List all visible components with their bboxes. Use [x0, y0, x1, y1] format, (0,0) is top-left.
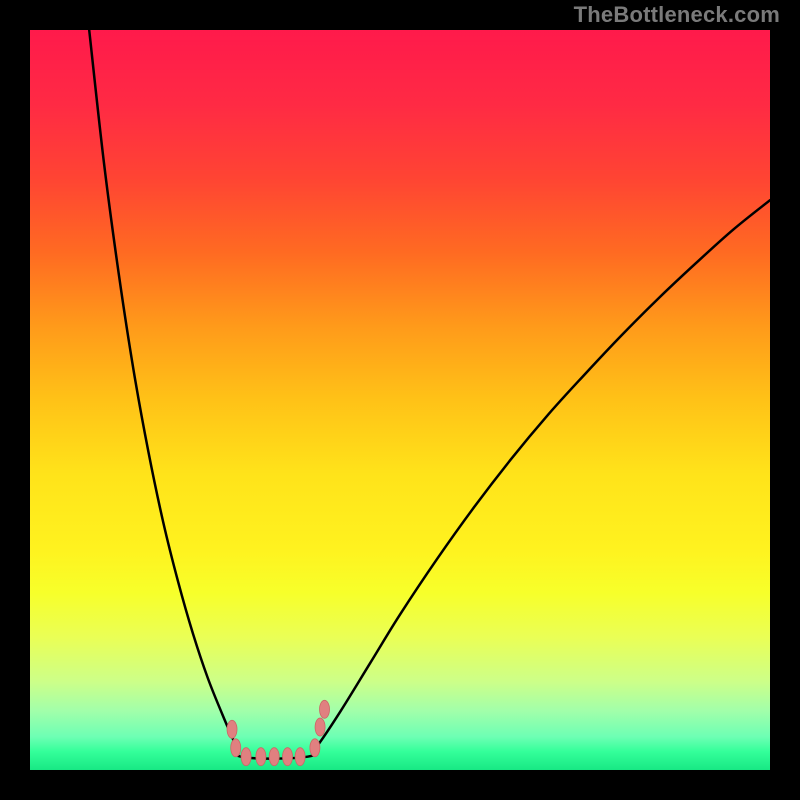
marker-point: [231, 739, 241, 757]
plot-area: [30, 30, 770, 770]
marker-point: [269, 748, 279, 766]
marker-point: [320, 700, 330, 718]
marker-point: [241, 748, 251, 766]
marker-point: [227, 720, 237, 738]
marker-point: [283, 748, 293, 766]
gradient-background: [30, 30, 770, 770]
marker-point: [315, 718, 325, 736]
marker-point: [256, 748, 266, 766]
chart-svg: [30, 30, 770, 770]
watermark-text: TheBottleneck.com: [574, 2, 780, 28]
marker-point: [310, 739, 320, 757]
marker-point: [295, 748, 305, 766]
chart-container: TheBottleneck.com: [0, 0, 800, 800]
